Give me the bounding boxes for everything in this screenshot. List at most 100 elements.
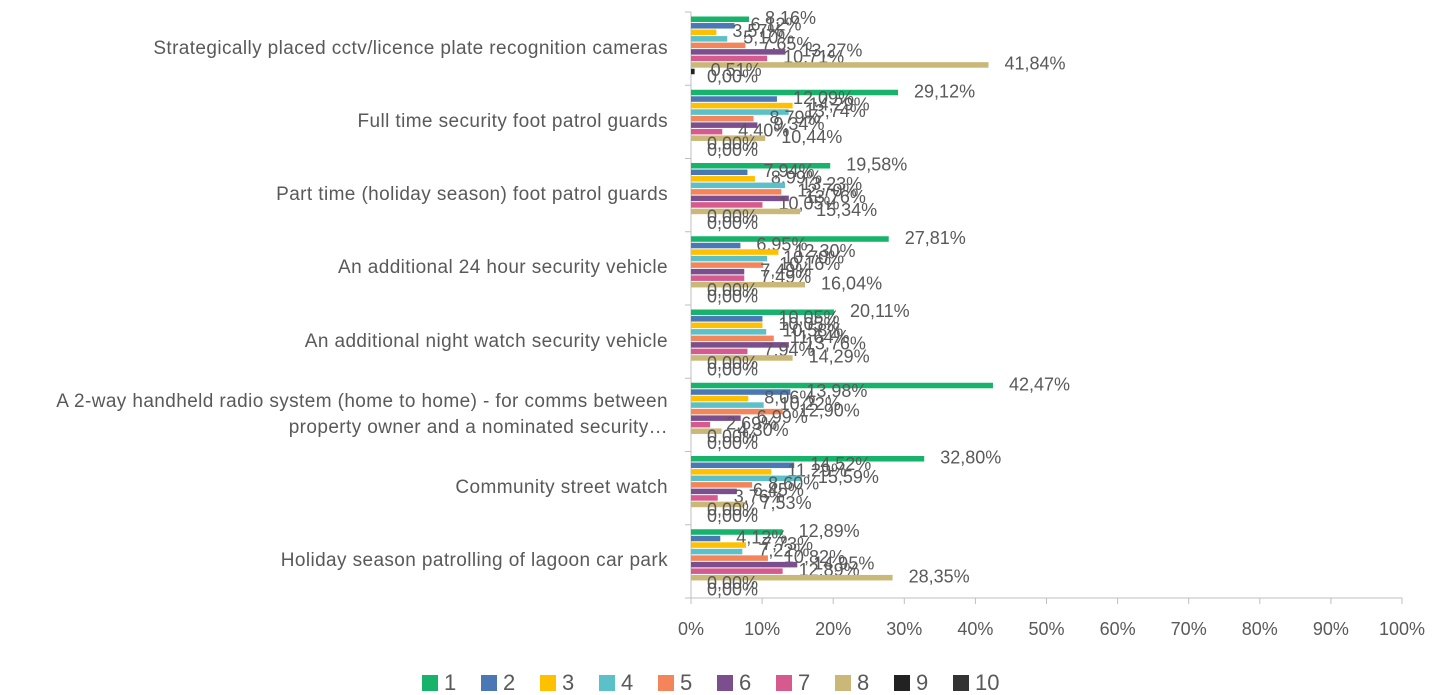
data-label: 42,47% [1009, 374, 1070, 394]
bar [691, 169, 748, 176]
legend-label: 4 [621, 670, 633, 695]
data-label: 0,00% [707, 207, 758, 227]
data-label: 8,06% [764, 387, 815, 407]
data-label: 10,70% [783, 247, 844, 267]
bar [691, 355, 793, 361]
bar [691, 335, 774, 342]
data-label: 13,76% [805, 187, 866, 207]
legend-label: 6 [739, 670, 751, 695]
data-label: 7,94% [763, 161, 814, 181]
bar [691, 176, 755, 182]
bar [691, 568, 783, 574]
category-label: Full time security foot patrol guards [357, 110, 668, 132]
bar [691, 548, 743, 555]
data-label: 7,65% [761, 34, 812, 54]
category-label: An additional 24 hour security vehicle [338, 257, 668, 279]
data-label: 0,00% [707, 506, 758, 526]
bar [691, 23, 735, 29]
bar [691, 462, 795, 469]
data-label: 0,00% [707, 360, 758, 380]
data-label: 0,00% [707, 280, 758, 300]
bar [691, 255, 768, 262]
data-label: 4,30% [738, 420, 789, 440]
data-label: 0,00% [707, 67, 758, 87]
data-label: 10,22% [780, 394, 841, 414]
data-label: 20,11% [850, 301, 910, 321]
legend-swatch [422, 675, 438, 691]
data-label: 12,90% [799, 400, 860, 420]
data-label: 7,73% [762, 534, 813, 554]
legend-label: 9 [916, 670, 928, 695]
bar [691, 281, 806, 288]
bar [691, 36, 728, 42]
data-label: 0,00% [707, 286, 758, 306]
bar [691, 29, 717, 36]
x-tick-label: 90% [1313, 619, 1349, 639]
data-label: 27,81% [905, 228, 966, 248]
bar [691, 309, 834, 316]
bar [691, 402, 764, 408]
data-label: 11,64% [790, 327, 850, 347]
data-label: 3,76% [734, 487, 785, 507]
legend-label: 5 [680, 670, 692, 695]
bar [691, 408, 783, 415]
data-label: 29,12% [914, 81, 975, 101]
data-label: 11,29% [787, 461, 847, 481]
bar [691, 62, 989, 68]
x-tick-label: 20% [815, 619, 851, 639]
bar [691, 535, 721, 542]
legend-swatch [717, 675, 733, 691]
legend-swatch [599, 675, 615, 691]
legend-swatch [953, 675, 969, 691]
category-label: Holiday season patrolling of lagoon car … [280, 550, 668, 572]
legend-label: 2 [503, 670, 515, 695]
data-label: 7,53% [761, 493, 812, 513]
bar [691, 428, 722, 434]
bar [691, 542, 746, 548]
bar [691, 561, 798, 568]
x-tick-label: 70% [1171, 619, 1207, 639]
category-label: Strategically placed cctv/licence plate … [153, 37, 668, 59]
bar [691, 495, 718, 501]
category-label: A 2-way handheld radio system (home to h… [56, 390, 668, 438]
data-label: 8,60% [768, 474, 819, 494]
x-tick-label: 10% [744, 619, 780, 639]
bar [691, 395, 749, 402]
bar [691, 275, 745, 281]
bar [691, 348, 748, 355]
data-label: 14,52% [810, 454, 871, 474]
bar [691, 195, 789, 202]
data-label: 6,95% [756, 234, 807, 254]
legend-label: 3 [562, 670, 574, 695]
legend-label: 1 [444, 670, 456, 695]
data-label: 8,99% [771, 168, 822, 188]
bar [691, 488, 737, 495]
legend-swatch [540, 675, 556, 691]
data-label: 28,35% [909, 566, 970, 586]
x-tick-label: 100% [1379, 619, 1425, 639]
bar [691, 189, 782, 195]
data-label: 10,71% [783, 47, 844, 67]
x-tick-label: 30% [886, 619, 922, 639]
bar [691, 128, 723, 135]
bar [691, 322, 763, 329]
data-label: 10,44% [781, 127, 842, 147]
bar [691, 42, 746, 49]
data-label: 9,34% [773, 114, 824, 134]
data-label: 7,49% [760, 260, 811, 280]
data-label: 15,59% [818, 467, 879, 487]
data-label: 7,22% [758, 540, 809, 560]
data-label: 14,95% [813, 553, 874, 573]
x-tick-label: 50% [1028, 619, 1064, 639]
data-label: 0,00% [707, 426, 758, 446]
bar [691, 163, 831, 169]
bar [691, 389, 791, 395]
bar [691, 182, 786, 189]
bar [691, 122, 758, 128]
bar [691, 68, 695, 75]
data-label: 6,99% [757, 407, 808, 427]
bar [691, 482, 753, 488]
data-label: 15,34% [816, 200, 877, 220]
bar [691, 415, 741, 421]
